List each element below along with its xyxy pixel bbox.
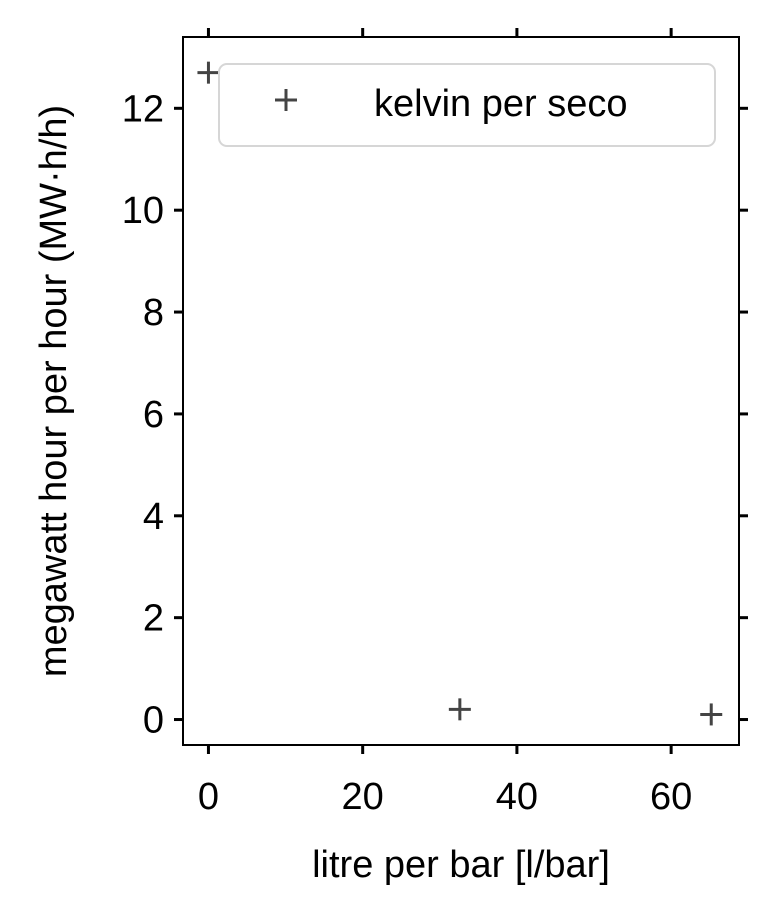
data-point — [700, 703, 723, 726]
x-tick-label: 40 — [496, 776, 538, 818]
y-tick-label: 12 — [122, 88, 164, 130]
legend-plus-marker — [275, 89, 297, 111]
data-point — [448, 698, 471, 721]
x-tick-label: 60 — [650, 776, 692, 818]
axis-ticks — [174, 28, 748, 754]
legend-box — [218, 63, 716, 147]
x-axis-label: litre per bar [l/bar] — [312, 844, 610, 886]
y-tick-label: 8 — [143, 292, 164, 334]
y-tick-label: 4 — [143, 496, 164, 538]
x-tick-label: 0 — [198, 776, 219, 818]
x-tick-label: 20 — [342, 776, 384, 818]
y-axis-label: megawatt hour per hour (MW·h/h) — [33, 105, 75, 677]
data-points — [197, 61, 723, 726]
data-point — [197, 61, 220, 84]
y-tick-label: 10 — [122, 190, 164, 232]
y-tick-label: 0 — [143, 700, 164, 742]
y-tick-label: 6 — [143, 394, 164, 436]
legend: kelvin per seco — [218, 63, 716, 147]
legend-marker-plus — [275, 89, 297, 111]
axis-tick-labels: 0 20 40 60 0 2 4 6 8 10 12 — [122, 88, 693, 818]
y-tick-label: 2 — [143, 598, 164, 640]
plot-area-frame — [182, 36, 740, 746]
legend-label-series-1: kelvin per seco — [374, 83, 627, 125]
